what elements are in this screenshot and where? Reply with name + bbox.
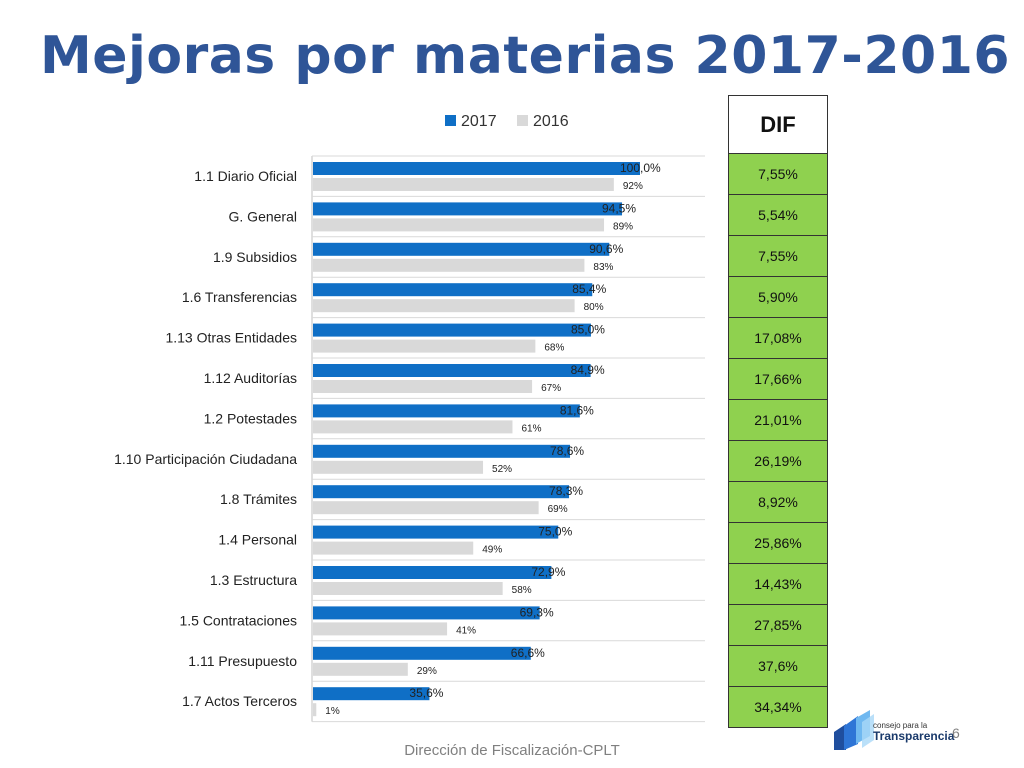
data-label-2016: 80% <box>584 302 604 313</box>
legend-label-2016: 2016 <box>533 113 569 130</box>
bar-2017 <box>313 323 591 337</box>
bar-2016 <box>313 460 484 474</box>
data-label-2017: 69,3% <box>520 605 554 619</box>
bar-2017 <box>313 646 531 660</box>
dif-cell: 5,90% <box>728 276 828 318</box>
bar-2017 <box>313 202 623 216</box>
category-label: 1.13 Otras Entidades <box>165 330 297 346</box>
bar-2017 <box>313 162 640 175</box>
category-label: 1.10 Participación Ciudadana <box>114 451 297 467</box>
bar-2016 <box>313 339 536 353</box>
bar-2017 <box>313 242 610 256</box>
data-label-2016: 58% <box>512 585 532 596</box>
category-label: 1.7 Actos Terceros <box>182 693 297 709</box>
dif-cell: 17,08% <box>728 317 828 359</box>
bar-2017 <box>313 606 540 620</box>
data-label-2016: 69% <box>548 504 568 515</box>
category-label: 1.4 Personal <box>218 532 297 548</box>
legend-swatch-2016 <box>517 115 528 126</box>
data-label-2017: 90,6% <box>589 242 623 256</box>
bar-2017 <box>313 404 580 418</box>
data-label-2017: 66,6% <box>511 646 545 660</box>
bar-2016 <box>313 380 533 393</box>
data-label-2016: 49% <box>482 545 502 556</box>
dif-cell: 27,85% <box>728 604 828 646</box>
dif-cell: 21,01% <box>728 399 828 441</box>
footer-text: Dirección de Fiscalización-CPLT <box>404 742 620 759</box>
dif-cell: 37,6% <box>728 645 828 687</box>
transparencia-logo <box>832 710 947 752</box>
bar-2016 <box>313 501 539 515</box>
data-label-2017: 78,3% <box>549 484 583 498</box>
category-label: 1.12 Auditorías <box>204 370 297 386</box>
dif-cell: 5,54% <box>728 194 828 236</box>
dif-cell: 14,43% <box>728 563 828 605</box>
bar-2016 <box>313 178 614 191</box>
bar-2017 <box>313 485 570 499</box>
dif-cell: 7,55% <box>728 235 828 277</box>
bar-2017 <box>313 566 552 579</box>
category-label: 1.11 Presupuesto <box>188 653 297 669</box>
category-label: 1.6 Transferencias <box>182 289 297 305</box>
dif-cell: 7,55% <box>728 153 828 195</box>
data-label-2016: 1% <box>325 706 340 717</box>
page-title: Mejoras por materias 2017-2016 <box>40 26 1011 86</box>
data-label-2017: 100,0% <box>620 161 661 175</box>
dif-cell: 25,86% <box>728 522 828 564</box>
data-label-2017: 78,6% <box>550 444 584 458</box>
category-label: 1.3 Estructura <box>210 572 297 588</box>
category-label: 1.2 Potestades <box>204 410 297 426</box>
dif-cell: 34,34% <box>728 686 828 728</box>
data-label-2016: 61% <box>521 423 541 434</box>
bar-2016 <box>313 541 474 555</box>
category-label: 1.9 Subsidios <box>213 249 297 265</box>
data-label-2016: 29% <box>417 666 437 677</box>
logo-big-text: Transparencia <box>873 729 955 743</box>
data-label-2017: 85,0% <box>571 323 605 337</box>
dif-cell: 26,19% <box>728 440 828 482</box>
legend-label-2017: 2017 <box>461 113 497 130</box>
data-label-2016: 68% <box>544 343 564 354</box>
category-label: G. General <box>229 208 297 224</box>
data-label-2016: 52% <box>492 464 512 475</box>
data-label-2017: 85,4% <box>572 282 606 296</box>
bar-2016 <box>313 622 448 636</box>
data-label-2017: 84,9% <box>571 363 605 377</box>
bar-2016 <box>313 662 408 676</box>
bar-2016 <box>313 703 317 717</box>
dif-table: DIF 7,55% 5,54% 7,55% 5,90% 17,08% 17,66% 21,0… <box>728 95 828 728</box>
page-number: 6 <box>952 725 960 741</box>
category-label: 1.5 Contrataciones <box>179 612 297 628</box>
data-label-2016: 89% <box>613 221 633 232</box>
bar-2016 <box>313 258 585 272</box>
logo-mark-icon <box>834 710 874 750</box>
category-label: 1.1 Diario Oficial <box>194 168 297 184</box>
data-label-2017: 94,5% <box>602 201 636 215</box>
bar-2016 <box>313 582 503 595</box>
data-label-2016: 67% <box>541 383 561 394</box>
bar-2017 <box>313 687 430 701</box>
dif-header: DIF <box>728 95 828 154</box>
data-label-2017: 72,9% <box>531 565 565 579</box>
legend-swatch-2017 <box>445 115 456 126</box>
bar-2016 <box>313 299 575 313</box>
data-label-2016: 92% <box>623 181 643 192</box>
data-label-2016: 83% <box>593 262 613 273</box>
data-label-2017: 81,6% <box>560 403 594 417</box>
bar-2017 <box>313 525 559 539</box>
data-label-2017: 75,0% <box>538 525 572 539</box>
bar-2017 <box>313 364 591 377</box>
dif-cell: 17,66% <box>728 358 828 400</box>
category-label: 1.8 Trámites <box>220 491 297 507</box>
bar-2016 <box>313 420 513 434</box>
bar-2017 <box>313 444 571 458</box>
data-label-2016: 41% <box>456 625 476 636</box>
logo-small-text: consejo para la <box>873 721 928 730</box>
dif-cell: 8,92% <box>728 481 828 523</box>
bar-2017 <box>313 283 593 297</box>
data-label-2017: 35,6% <box>409 686 443 700</box>
bar-2016 <box>313 218 605 232</box>
